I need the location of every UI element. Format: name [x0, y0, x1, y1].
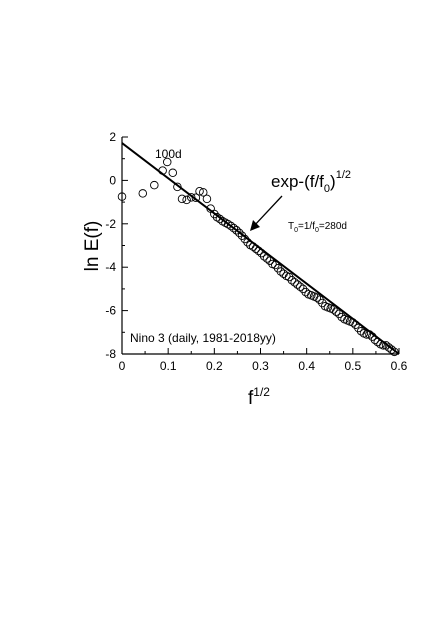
data-point	[202, 194, 212, 204]
formula-annotation: exp-(f/f0)1/2	[271, 169, 351, 195]
arrow-annotation	[250, 195, 283, 231]
x-axis-label-sup: 1/2	[253, 385, 270, 399]
data-point	[271, 260, 280, 270]
data-point	[195, 186, 204, 196]
x-tick-label: 0.6	[391, 359, 408, 373]
data-point	[182, 195, 191, 205]
x-axis-label: f1/2	[248, 385, 270, 409]
data-point	[232, 226, 241, 235]
data-point	[329, 305, 338, 314]
x-tick-label: 0.4	[298, 359, 315, 373]
data-point	[210, 209, 219, 219]
data-point	[150, 180, 159, 190]
data-point	[284, 272, 294, 282]
data-point	[177, 194, 187, 204]
x-tick-label: 0.2	[206, 359, 223, 373]
fit-line	[121, 142, 400, 355]
data-point	[262, 254, 272, 263]
y-axis-label: ln E(f)	[82, 221, 103, 272]
t0-end: =280d	[319, 221, 347, 232]
t0-T: T	[288, 221, 294, 232]
data-point	[390, 347, 399, 357]
formula-main: exp-(f/f	[271, 172, 324, 191]
data-point	[199, 188, 208, 197]
y-tick-label: -2	[105, 217, 116, 231]
y-tick-label: 2	[109, 130, 116, 144]
t0-sub1: 0	[294, 227, 298, 234]
formula-sub: 0	[324, 183, 330, 195]
annotation-100d: 100d	[155, 147, 182, 161]
data-point	[315, 295, 324, 305]
data-point	[168, 168, 178, 178]
data-point	[287, 275, 297, 285]
t0-mid: =1/f	[298, 221, 315, 232]
data-point	[191, 193, 201, 203]
x-tick-label: 0	[119, 359, 126, 373]
legend-text: Nino 3 (daily, 1981-2018yy)	[130, 331, 276, 345]
data-point	[265, 256, 274, 265]
x-tick-label: 0.1	[160, 359, 177, 373]
data-point	[384, 343, 394, 352]
x-tick-label: 0.3	[252, 359, 269, 373]
x-axis-label-base: f	[248, 388, 254, 409]
formula-sup: 1/2	[336, 169, 351, 181]
formula-close: )	[330, 172, 336, 191]
data-point	[318, 298, 327, 308]
y-tick-label: 0	[109, 173, 116, 187]
data-point	[381, 341, 391, 350]
data-point	[290, 278, 299, 287]
y-tick-label: -4	[105, 260, 116, 274]
data-point	[331, 307, 341, 316]
data-point	[298, 284, 308, 294]
t0-annotation: T0=1/f0=280d	[288, 221, 347, 234]
data-point	[312, 293, 322, 302]
data-point	[138, 189, 148, 198]
data-point	[162, 157, 172, 167]
data-point	[276, 267, 286, 276]
data-point	[387, 345, 396, 354]
data-point	[223, 219, 233, 229]
data-points	[117, 157, 399, 357]
data-point	[229, 223, 238, 233]
data-point	[186, 193, 196, 202]
data-point	[117, 192, 127, 201]
y-tick-label: -6	[105, 304, 116, 318]
data-point	[362, 330, 371, 339]
data-point	[293, 280, 302, 289]
data-point	[237, 231, 247, 240]
t0-sub2: 0	[315, 227, 319, 234]
data-point	[235, 228, 244, 238]
data-point	[273, 264, 283, 273]
data-point	[226, 221, 236, 231]
data-point	[334, 309, 344, 319]
data-point	[295, 282, 305, 291]
y-tick-label: -8	[105, 347, 116, 361]
x-tick-label: 0.5	[344, 359, 361, 373]
